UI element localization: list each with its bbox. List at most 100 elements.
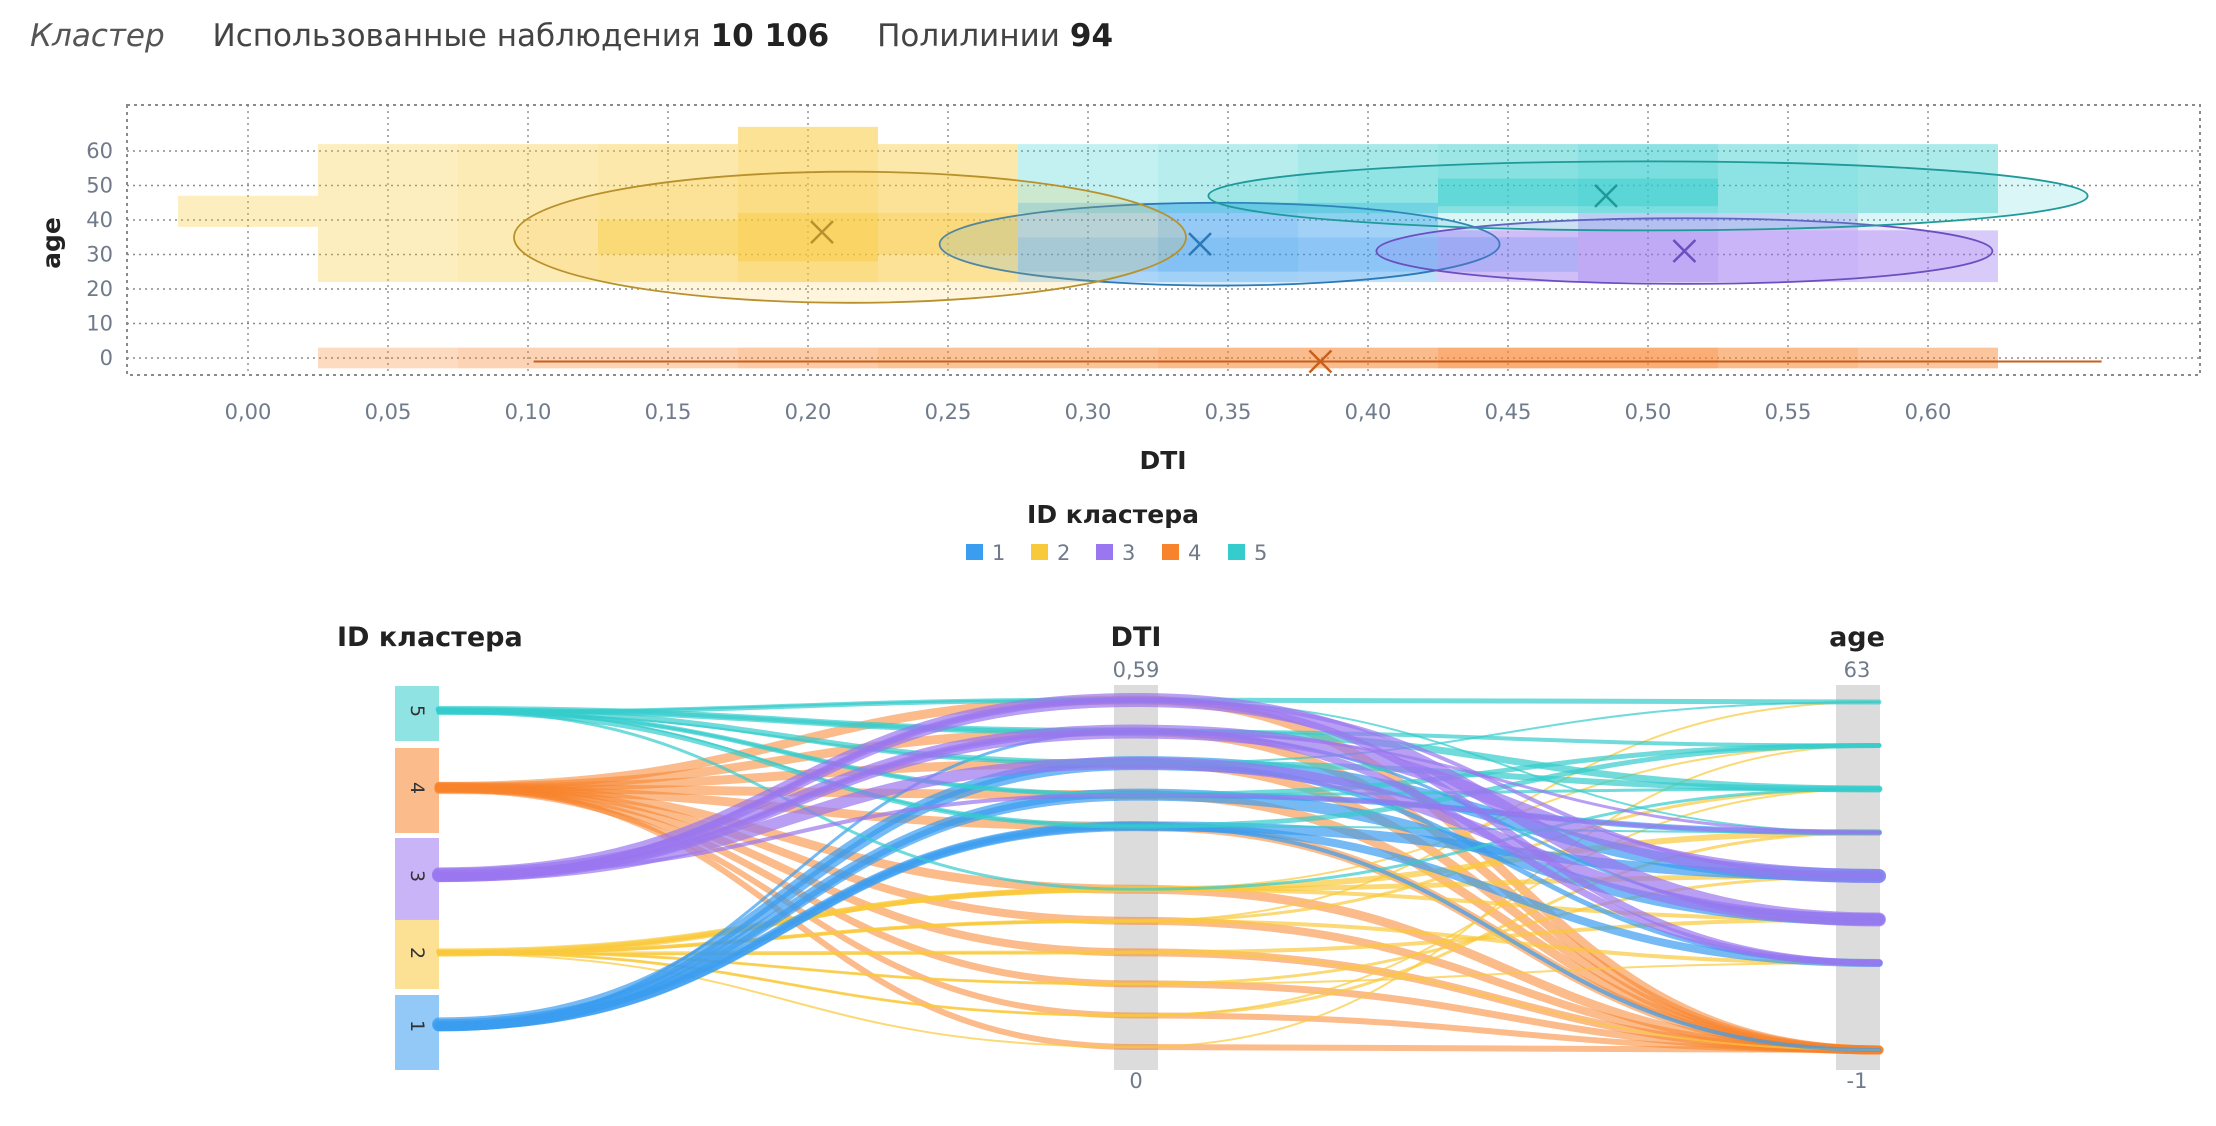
polylines-value: 94 bbox=[1069, 18, 1114, 54]
density-cell-cluster-3 bbox=[1858, 230, 1998, 283]
y-axis-title: age bbox=[37, 217, 66, 269]
x-axis-title: DTI bbox=[1139, 446, 1186, 475]
density-cell-cluster-5 bbox=[1438, 144, 1578, 214]
density-cell-cluster-4 bbox=[318, 347, 458, 369]
cluster-ellipse-2 bbox=[513, 170, 1187, 304]
legend-item-2: 2 bbox=[1031, 541, 1070, 560]
cluster-ellipses bbox=[513, 160, 2102, 363]
category-box-4 bbox=[395, 748, 439, 833]
scatter-plot-frame bbox=[126, 104, 2201, 376]
polyline-cluster-3 bbox=[437, 792, 1881, 877]
category-label-4: 4 bbox=[406, 782, 428, 794]
x-tick-label: 0,30 bbox=[1065, 400, 1112, 424]
legend-label-3: 3 bbox=[1122, 541, 1135, 560]
density-cell-cluster-4 bbox=[458, 347, 738, 369]
density-cell-cluster-2 bbox=[318, 144, 458, 283]
category-box-1 bbox=[395, 995, 439, 1070]
y-tick-label: 30 bbox=[86, 243, 113, 267]
density-cell-cluster-2 bbox=[878, 144, 1018, 283]
y-tick-label: 60 bbox=[86, 139, 113, 163]
centroid-marker-cluster-1 bbox=[1188, 232, 1212, 257]
axis-title-dti: DTI bbox=[1111, 622, 1162, 653]
y-tick-labels: 0 10 20 30 40 50 60 bbox=[86, 139, 113, 370]
density-cell-cluster-2 bbox=[738, 213, 878, 262]
x-tick-labels: 0,00 0,05 0,10 0,15 0,20 0,25 0,30 0,35 0,40 0,45… bbox=[225, 400, 1952, 424]
y-tick-label: 50 bbox=[86, 174, 113, 198]
category-box-2 bbox=[395, 919, 439, 989]
category-label-1: 1 bbox=[406, 1020, 428, 1032]
x-tick-label: 0,10 bbox=[505, 400, 552, 424]
legend-title: ID кластера bbox=[1027, 500, 1199, 529]
density-cell-cluster-5 bbox=[1858, 144, 1998, 214]
density-cell-cluster-2 bbox=[458, 144, 598, 283]
legend-label-5: 5 bbox=[1254, 541, 1267, 560]
x-tick-label: 0,45 bbox=[1485, 400, 1532, 424]
centroid-marker-cluster-3 bbox=[1672, 239, 1697, 263]
centroid-stroke bbox=[1672, 239, 1697, 263]
x-tick-label: 0,15 bbox=[645, 400, 692, 424]
dti-max-label: 0,59 bbox=[1113, 658, 1160, 682]
legend-label-2: 2 bbox=[1057, 541, 1070, 560]
dti-axis-bar bbox=[1114, 685, 1158, 1070]
x-tick-label: 0,40 bbox=[1345, 400, 1392, 424]
legend-swatch-1 bbox=[966, 544, 983, 560]
y-tick-label: 40 bbox=[86, 208, 113, 232]
density-cell-cluster-4 bbox=[738, 347, 878, 369]
density-cell-cluster-4 bbox=[1858, 347, 1998, 369]
age-min-label: -1 bbox=[1847, 1069, 1868, 1093]
density-cell-cluster-1 bbox=[1158, 237, 1298, 272]
density-cell-cluster-1 bbox=[1018, 237, 1158, 272]
density-cell-cluster-3 bbox=[1718, 213, 1858, 231]
category-label-2: 2 bbox=[406, 947, 428, 959]
observations-label: Использованные наблюдения bbox=[212, 18, 701, 54]
cluster-category-boxes bbox=[395, 686, 439, 1070]
density-cell-cluster-1 bbox=[1018, 202, 1158, 238]
density-cell-cluster-1 bbox=[1158, 202, 1298, 238]
density-cell-cluster-2 bbox=[738, 126, 878, 283]
legend: 1 2 3 4 5 bbox=[966, 541, 1267, 560]
legend-item-5: 5 bbox=[1228, 541, 1267, 560]
polyline-group-cluster-3 bbox=[432, 692, 1886, 967]
category-label-5: 5 bbox=[406, 705, 428, 717]
observations-value: 10 106 bbox=[710, 18, 830, 54]
parallel-coordinates-chart[interactable]: 5 4 3 2 1 ID кластера DTI age 0,59 0 63 -1 bbox=[0, 610, 2216, 1110]
legend-swatch-4 bbox=[1162, 544, 1179, 560]
x-tick-label: 0,50 bbox=[1625, 400, 1672, 424]
category-box-3 bbox=[395, 838, 439, 920]
y-tick-label: 0 bbox=[100, 346, 113, 370]
legend-swatch-5 bbox=[1228, 544, 1245, 560]
polyline-cluster-3 bbox=[437, 730, 1881, 878]
polyline-cluster-5 bbox=[437, 708, 1881, 891]
age-max-label: 63 bbox=[1844, 658, 1871, 682]
x-tick-label: 0,60 bbox=[1905, 400, 1952, 424]
x-tick-label: 0,25 bbox=[925, 400, 972, 424]
polyline-flows bbox=[432, 692, 1886, 1055]
centroid-stroke bbox=[810, 220, 834, 244]
x-tick-label: 0,05 bbox=[365, 400, 412, 424]
centroid-marker-cluster-5 bbox=[1594, 183, 1618, 208]
centroid-marker-cluster-4 bbox=[1308, 349, 1333, 374]
density-cell-cluster-2 bbox=[598, 220, 738, 255]
x-tick-label: 0,20 bbox=[785, 400, 832, 424]
x-tick-label: 0,35 bbox=[1205, 400, 1252, 424]
density-cell-cluster-2 bbox=[598, 144, 738, 283]
report-title: Кластер bbox=[30, 18, 165, 54]
legend-item-3: 3 bbox=[1096, 541, 1135, 560]
y-tick-label: 10 bbox=[86, 312, 113, 336]
density-cell-cluster-4 bbox=[1158, 347, 1438, 369]
density-cell-cluster-5 bbox=[1438, 178, 1718, 207]
polyline-cluster-3 bbox=[433, 757, 1885, 926]
density-cell-cluster-5 bbox=[1718, 144, 1858, 214]
x-tick-label: 0,00 bbox=[225, 400, 272, 424]
report-header: Кластер Использованные наблюдения 10 106 … bbox=[30, 18, 1151, 54]
y-tick-label: 20 bbox=[86, 277, 113, 301]
density-cell-cluster-2 bbox=[178, 195, 318, 227]
cluster-category-labels: 5 4 3 2 1 bbox=[406, 705, 428, 1032]
density-cell-cluster-5 bbox=[1158, 144, 1298, 214]
centroid-stroke bbox=[1188, 232, 1212, 257]
polyline-cluster-3 bbox=[437, 697, 1881, 878]
axis-title-cluster: ID кластера bbox=[337, 622, 523, 653]
centroid-stroke bbox=[1308, 349, 1333, 374]
